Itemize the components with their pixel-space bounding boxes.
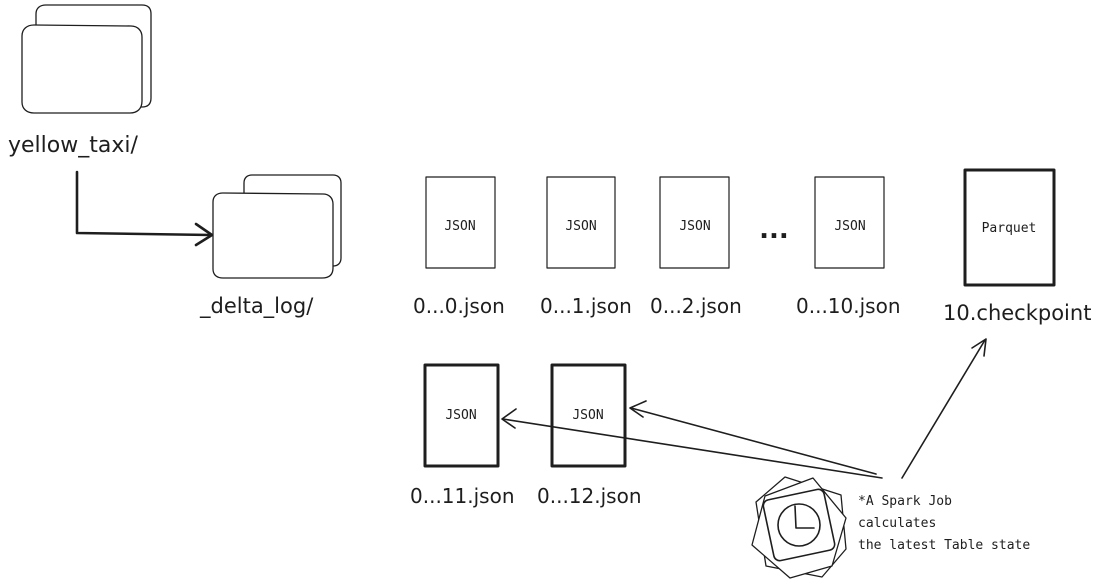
json-filename-0: 0...0.json	[413, 294, 505, 318]
json-filename-1: 0...1.json	[540, 294, 632, 318]
folder-connector-arrow	[75, 170, 214, 247]
spark-job-note-line1: *A Spark Job	[858, 494, 952, 509]
spark-job-note-line3: the latest Table state	[858, 538, 1030, 553]
json-file-0: JSON	[425, 176, 496, 269]
arrow-to-json-11	[501, 408, 883, 479]
checkpoint-filename: 10.checkpoint	[943, 301, 1091, 325]
json-file-3: JSON	[814, 176, 885, 269]
json-filename-12: 0...12.json	[537, 484, 642, 508]
json-file-11: JSON	[423, 363, 500, 468]
file-type-label: JSON	[444, 219, 475, 234]
checkpoint-file: Parquet	[963, 168, 1056, 287]
json-filename-2: 0...2.json	[650, 294, 742, 318]
delta-log-folder-label: _delta_log/	[199, 294, 314, 319]
json-file-1: JSON	[546, 176, 616, 269]
json-file-2: JSON	[659, 176, 730, 269]
spark-job-note-line2: calculates	[858, 516, 936, 531]
arrow-to-checkpoint	[901, 338, 987, 479]
json-file-12: JSON	[550, 363, 627, 468]
arrow-to-json-12	[629, 400, 877, 475]
json-filename-11: 0...11.json	[410, 484, 515, 508]
root-folder-label: yellow_taxi/	[8, 133, 138, 158]
file-type-label: JSON	[445, 408, 476, 423]
ellipsis: ...	[759, 215, 789, 245]
file-type-label: JSON	[572, 408, 603, 423]
checkpoint-type-label: Parquet	[982, 221, 1037, 236]
file-type-label: JSON	[565, 219, 596, 234]
json-filename-3: 0...10.json	[796, 294, 901, 318]
delta-log-folder-icon	[212, 174, 342, 279]
clock-icon	[751, 476, 847, 579]
root-folder-icon	[21, 4, 152, 114]
file-type-label: JSON	[679, 219, 710, 234]
file-type-label: JSON	[834, 219, 865, 234]
